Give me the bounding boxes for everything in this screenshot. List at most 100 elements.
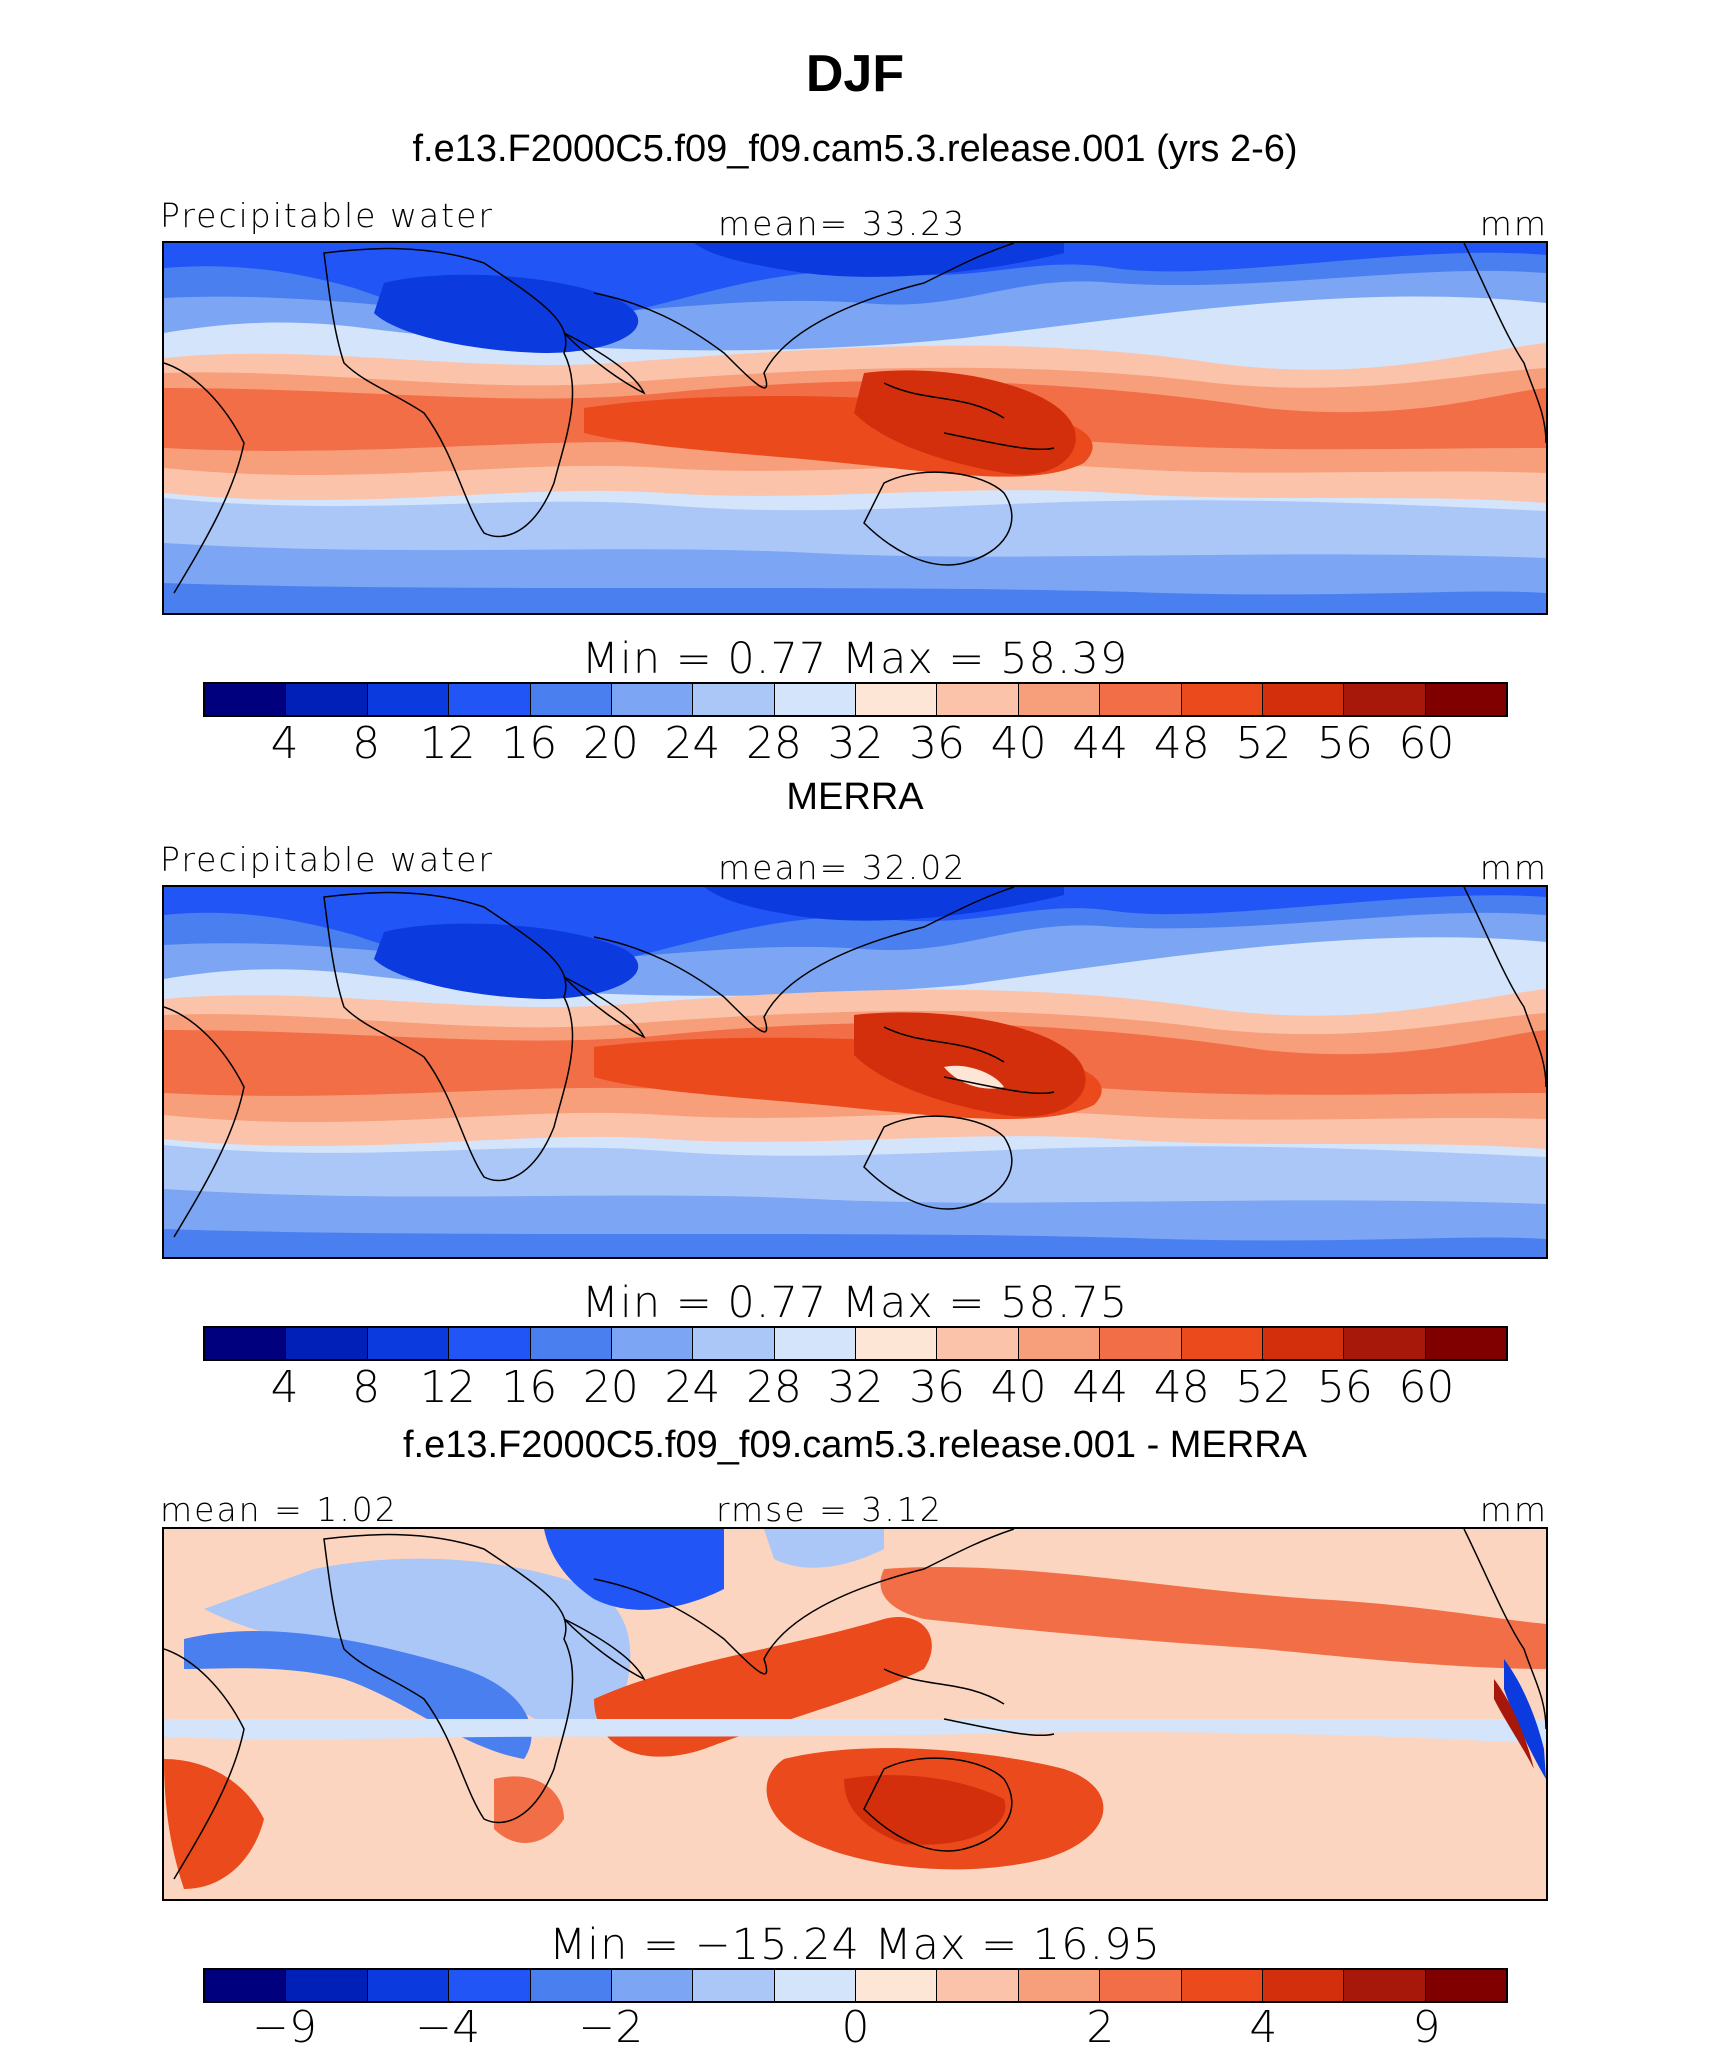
colorbar-swatch	[856, 684, 938, 715]
panel-3-colorbar-ticks: −9 −4 −2 0 2 4 9	[203, 2002, 1508, 2053]
colorbar-swatch	[205, 684, 287, 715]
colorbar-swatch	[937, 1970, 1019, 2001]
colorbar-swatch	[1018, 1328, 1101, 1359]
colorbar-tick-label: 52	[1235, 718, 1292, 769]
colorbar-tick-label: 20	[582, 718, 639, 769]
colorbar-swatch	[937, 1328, 1019, 1359]
colorbar-swatch	[611, 684, 694, 715]
figure-title: DJF	[805, 45, 905, 103]
colorbar-swatch	[205, 1970, 287, 2001]
panel-1-title: f.e13.F2000C5.f09_f09.cam5.3.release.001…	[412, 128, 1298, 170]
colorbar-tick-label: 8	[352, 1362, 381, 1413]
colorbar-tick-label: 36	[909, 1362, 966, 1413]
colorbar-swatch	[530, 684, 612, 715]
colorbar-swatch	[286, 684, 368, 715]
colorbar-tick-label: 28	[745, 1362, 802, 1413]
colorbar-swatch	[1344, 1328, 1426, 1359]
colorbar-tick-label: −2	[578, 2002, 644, 2053]
colorbar-swatch	[1018, 684, 1101, 715]
colorbar-tick-label: 60	[1398, 718, 1455, 769]
colorbar-swatch	[1181, 1328, 1263, 1359]
colorbar-tick-label: 24	[664, 718, 721, 769]
colorbar-swatch	[286, 1328, 368, 1359]
colorbar-swatch	[1100, 1970, 1182, 2001]
colorbar-swatch	[1425, 1328, 1506, 1359]
colorbar-tick-label: 28	[745, 718, 802, 769]
colorbar-swatch	[774, 1970, 856, 2001]
colorbar-swatch	[856, 1970, 938, 2001]
panel-1-minmax: Min = 0.77 Max = 58.39	[581, 634, 1129, 684]
colorbar-tick-label: 4	[270, 1362, 299, 1413]
colorbar-swatch	[774, 684, 856, 715]
coastlines	[164, 243, 1546, 594]
colorbar-swatch	[367, 684, 450, 715]
colorbar-swatch	[367, 1970, 450, 2001]
colorbar-swatch	[1018, 1970, 1101, 2001]
colorbar-swatch	[693, 1970, 775, 2001]
colorbar-tick-label: 16	[501, 1362, 558, 1413]
colorbar-swatch	[449, 1328, 531, 1359]
panel-3-minmax: Min = −15.24 Max = 16.95	[549, 1920, 1161, 1970]
colorbar-swatch	[1262, 684, 1345, 715]
colorbar-swatch	[530, 1970, 612, 2001]
colorbar-tick-label: 24	[664, 1362, 721, 1413]
colorbar-swatch	[530, 1328, 612, 1359]
colorbar-swatch	[856, 1328, 938, 1359]
colorbar-tick-label: 2	[1086, 2002, 1115, 2053]
sahara-dry	[374, 923, 639, 999]
panel-3-rmse-label: rmse = 3.12	[716, 1490, 943, 1529]
panel-2-colorbar	[203, 1326, 1508, 1361]
colorbar-swatch	[1262, 1970, 1345, 2001]
panel-3-title: f.e13.F2000C5.f09_f09.cam5.3.release.001…	[402, 1424, 1308, 1466]
colorbar-swatch	[1100, 684, 1182, 715]
andes-dipole	[1504, 1659, 1546, 1779]
panel-1-variable-label: Precipitable water	[160, 196, 494, 235]
colorbar-tick-label: 48	[1153, 718, 1210, 769]
colorbar-swatch	[1344, 684, 1426, 715]
panel-3-mean-label: mean = 1.02	[160, 1490, 398, 1529]
southern-band	[164, 583, 1546, 613]
colorbar-tick-label: 8	[352, 718, 381, 769]
colorbar-swatch	[1181, 1970, 1263, 2001]
warm-pool	[854, 370, 1076, 475]
negative-anomaly	[204, 1558, 631, 1734]
colorbar-tick-label: 0	[841, 2002, 870, 2053]
colorbar-tick-label: 56	[1316, 1362, 1373, 1413]
colorbar-tick-label: 16	[501, 718, 558, 769]
panel-2-minmax: Min = 0.77 Max = 58.75	[581, 1278, 1129, 1328]
colorbar-tick-label: 36	[909, 718, 966, 769]
colorbar-tick-label: 20	[582, 1362, 639, 1413]
panel-2-units-label: mm	[1479, 848, 1548, 887]
warm-pool	[854, 1012, 1086, 1117]
colorbar-swatch	[449, 1970, 531, 2001]
panel-2-mean-label: mean= 32.02	[718, 848, 967, 887]
colorbar-swatch	[611, 1970, 694, 2001]
colorbar-tick-label: 12	[419, 718, 476, 769]
colorbar-swatch	[1344, 1970, 1426, 2001]
colorbar-tick-label: 44	[1072, 718, 1129, 769]
colorbar-tick-label: 44	[1072, 1362, 1129, 1413]
panel-1-map	[162, 241, 1548, 615]
colorbar-swatch	[1262, 1328, 1345, 1359]
asia-dry	[704, 887, 1064, 921]
negative-anomaly	[764, 1529, 884, 1568]
coastlines	[164, 1529, 1546, 1880]
colorbar-tick-label: 9	[1412, 2002, 1441, 2053]
colorbar-tick-label: −9	[252, 2002, 317, 2053]
panel-1-field	[164, 243, 1546, 613]
colorbar-swatch	[774, 1328, 856, 1359]
colorbar-swatch	[1181, 684, 1263, 715]
colorbar-tick-label: 60	[1398, 1362, 1455, 1413]
colorbar-tick-label: 40	[990, 718, 1047, 769]
panel-1-mean-label: mean= 33.23	[718, 204, 967, 243]
panel-2-title: MERRA	[786, 776, 924, 818]
panel-3-colorbar	[203, 1968, 1508, 2003]
colorbar-swatch	[693, 1328, 775, 1359]
colorbar-tick-label: 4	[1249, 2002, 1278, 2053]
colorbar-swatch	[693, 684, 775, 715]
colorbar-tick-label: 52	[1235, 1362, 1292, 1413]
colorbar-swatch	[1100, 1328, 1182, 1359]
high-relief	[944, 1065, 1004, 1089]
panel-1-colorbar-ticks: 4 8 12 16 20 24 28 32 36 40 44 48 52 56 60	[203, 718, 1508, 772]
colorbar-tick-label: 12	[419, 1362, 476, 1413]
